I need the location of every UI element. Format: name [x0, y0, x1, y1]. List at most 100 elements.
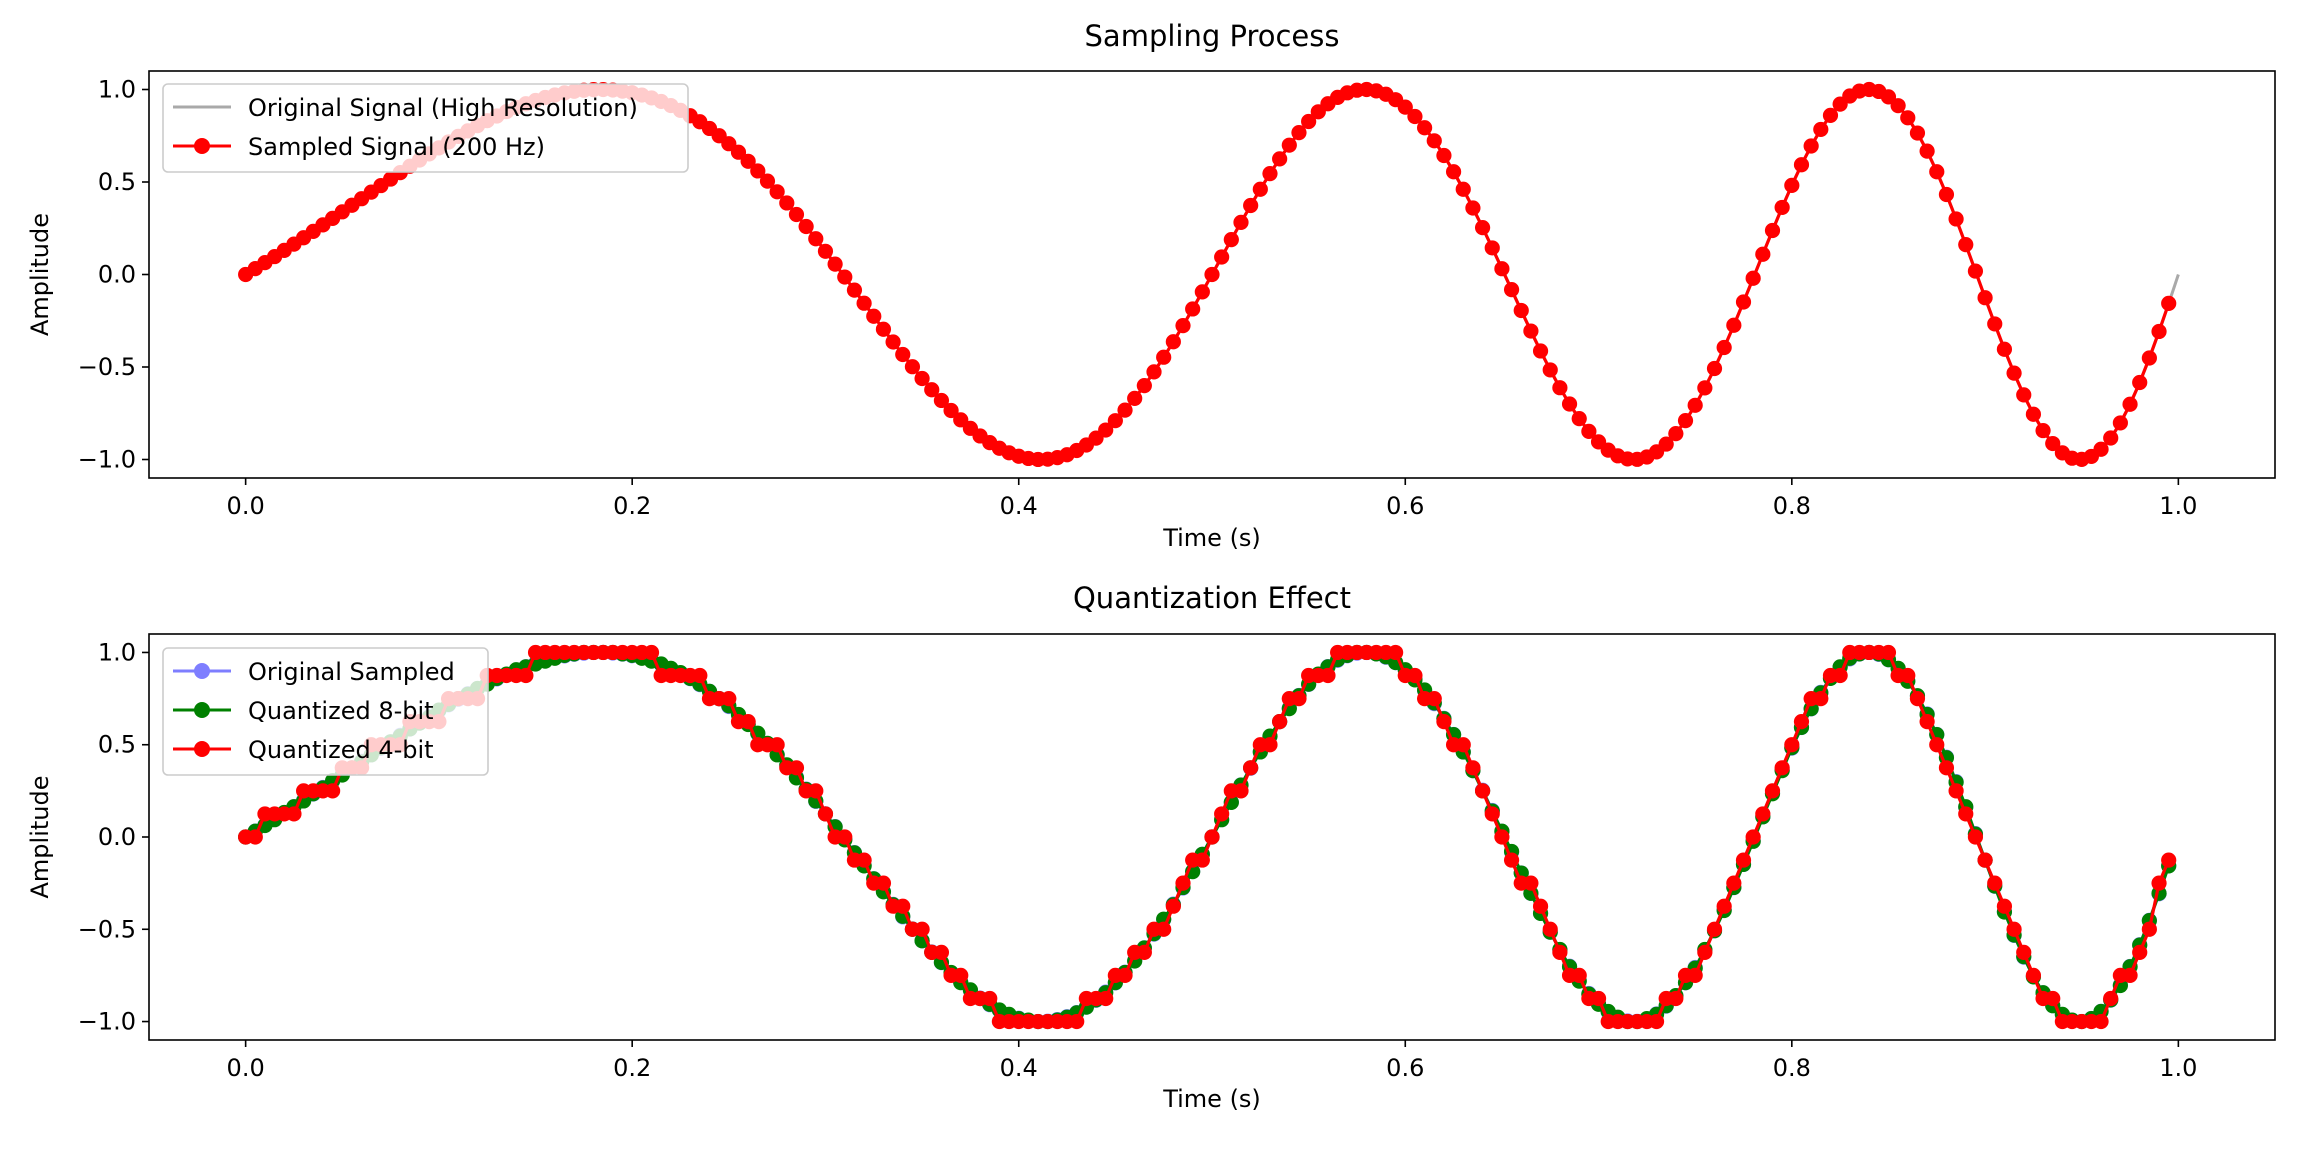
data-point: [1272, 151, 1288, 167]
data-point: [914, 370, 930, 387]
data-point: [904, 359, 921, 375]
data-point: [1542, 921, 1558, 937]
data-point: [740, 714, 756, 730]
y-axis-label: Amplitude: [26, 213, 54, 336]
data-point: [1668, 426, 1684, 442]
data-point: [1948, 211, 1964, 227]
data-point: [2141, 921, 2157, 937]
data-point: [1523, 323, 1539, 339]
data-point: [1745, 829, 1761, 845]
data-point: [1967, 263, 1984, 279]
data-point: [1716, 898, 1732, 914]
legend-box: [162, 647, 489, 776]
data-point: [2093, 1013, 2109, 1030]
data-point: [2045, 990, 2061, 1007]
data-point: [2122, 396, 2138, 412]
legend-box: [162, 83, 689, 173]
data-point: [1136, 944, 1152, 960]
data-point: [943, 402, 959, 419]
data-point: [1677, 413, 1694, 429]
x-tick-label: 0.0: [227, 492, 265, 520]
legend-label: Original Sampled: [248, 658, 455, 686]
data-point: [1590, 990, 1607, 1007]
data-point: [1687, 397, 1703, 413]
data-point: [1262, 166, 1278, 182]
legend-marker: [194, 663, 210, 679]
y-tick-label: 1.0: [98, 76, 136, 104]
x-tick-label: 1.0: [2159, 1054, 2197, 1082]
legend: Original Signal (High Resolution) Sampled…: [162, 83, 689, 173]
data-point: [1426, 690, 1442, 707]
data-point: [1532, 343, 1549, 359]
data-point: [1919, 143, 1935, 159]
data-point: [2141, 350, 2157, 366]
data-point: [982, 990, 998, 1007]
data-point: [1929, 164, 1945, 180]
data-point: [1107, 413, 1123, 429]
data-point: [1958, 806, 1974, 822]
data-point: [1436, 714, 1452, 730]
data-point: [895, 346, 911, 363]
data-point: [2103, 430, 2119, 446]
data-point: [1658, 436, 1674, 452]
data-point: [1774, 760, 1790, 776]
chart-2: Quantization Effect 0.0 0.2 0.4 0.6 0.8 1.0 1.0…: [26, 581, 2276, 1113]
data-point: [1764, 783, 1781, 799]
data-point: [817, 806, 834, 822]
data-point: [1977, 290, 1993, 306]
data-point: [721, 690, 737, 707]
data-point: [730, 144, 747, 160]
data-point: [1513, 302, 1529, 319]
legend-marker: [194, 741, 210, 757]
y-tick-label: 1.0: [98, 638, 136, 666]
legend: Original Sampled Quantized 8-bit Quantized…: [162, 647, 489, 776]
data-point: [1735, 294, 1752, 310]
legend-label: Sampled Signal (200 Hz): [248, 133, 545, 161]
data-point: [1745, 270, 1761, 286]
data-point: [1243, 197, 1259, 214]
data-point: [1262, 737, 1278, 753]
data-point: [1755, 246, 1771, 262]
legend-entry-3-swatch: [173, 741, 231, 757]
data-point: [1474, 783, 1491, 799]
data-point: [325, 783, 341, 799]
data-point: [1542, 362, 1558, 378]
data-point: [1175, 875, 1191, 891]
chart-1: Sampling Process 0.0 0.2 0.4 0.6 0.8 1.0 1.0 0.5…: [26, 19, 2276, 552]
data-point: [1929, 737, 1945, 753]
data-point: [1407, 667, 1423, 684]
data-point: [1233, 214, 1249, 230]
data-point: [1687, 967, 1703, 984]
data-point: [1716, 339, 1732, 356]
data-point: [1996, 898, 2013, 914]
x-axis-label: Time (s): [1162, 524, 1261, 552]
data-point: [1098, 422, 1114, 438]
data-point: [1388, 644, 1404, 661]
data-point: [247, 829, 263, 845]
data-point: [1069, 1013, 1085, 1030]
data-point: [1938, 186, 1955, 203]
series-3: [238, 644, 2177, 1030]
data-point: [643, 644, 660, 661]
y-tick-label: 0.5: [98, 168, 136, 196]
data-point: [1146, 364, 1162, 380]
data-point: [2122, 967, 2138, 984]
data-point: [1204, 829, 1220, 845]
data-point: [1117, 402, 1133, 418]
data-point: [1194, 852, 1210, 868]
data-point: [1503, 282, 1520, 298]
data-point: [1813, 121, 1829, 138]
data-point: [1223, 232, 1239, 248]
legend-label: Original Signal (High Resolution): [248, 94, 638, 122]
data-point: [1175, 318, 1191, 334]
data-point: [2025, 967, 2042, 984]
legend-label: Quantized 8-bit: [248, 697, 434, 725]
data-point: [518, 667, 534, 684]
x-tick-label: 0.2: [613, 1054, 651, 1082]
data-point: [788, 760, 805, 776]
data-point: [1117, 967, 1133, 984]
data-point: [1301, 113, 1317, 130]
data-point: [1494, 829, 1510, 845]
data-point: [1426, 133, 1442, 149]
